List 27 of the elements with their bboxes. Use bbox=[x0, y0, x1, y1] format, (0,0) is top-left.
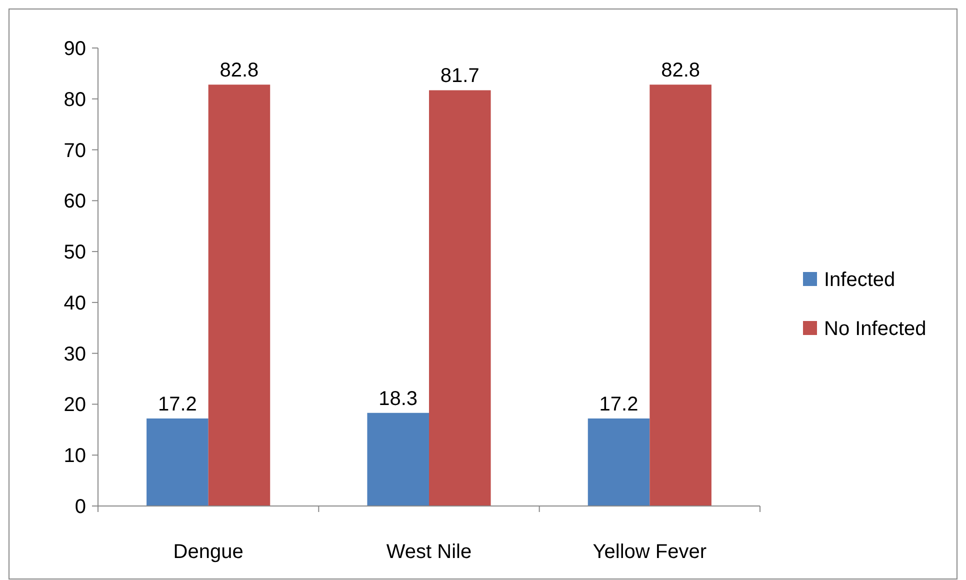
data-label: 17.2 bbox=[158, 393, 197, 416]
y-tick-label: 10 bbox=[64, 445, 86, 468]
x-tick-label: Dengue bbox=[173, 541, 244, 563]
y-tick-label: 90 bbox=[64, 38, 86, 60]
data-label: 82.8 bbox=[220, 60, 259, 82]
bar bbox=[588, 418, 650, 506]
legend-label: Infected bbox=[824, 269, 896, 291]
bar bbox=[429, 90, 491, 506]
data-label: 81.7 bbox=[440, 65, 480, 88]
y-tick-label: 30 bbox=[64, 343, 86, 366]
y-tick-label: 40 bbox=[64, 292, 86, 314]
bar bbox=[208, 84, 270, 506]
x-tick-label: West Nile bbox=[386, 541, 472, 563]
y-tick-label: 70 bbox=[64, 140, 86, 162]
data-label: 18.3 bbox=[378, 388, 418, 410]
bar bbox=[650, 84, 712, 506]
data-label: 82.8 bbox=[661, 60, 700, 82]
y-tick-label: 20 bbox=[64, 394, 86, 416]
y-tick-label: 60 bbox=[64, 190, 86, 213]
x-tick-label: Yellow Fever bbox=[592, 541, 707, 563]
y-tick-label: 80 bbox=[64, 88, 86, 111]
y-tick-label: 50 bbox=[64, 242, 86, 264]
bar bbox=[367, 412, 429, 506]
y-tick-label: 0 bbox=[74, 496, 86, 518]
legend-label: No Infected bbox=[824, 318, 926, 340]
data-label: 17.2 bbox=[599, 393, 638, 416]
bar bbox=[146, 418, 208, 506]
